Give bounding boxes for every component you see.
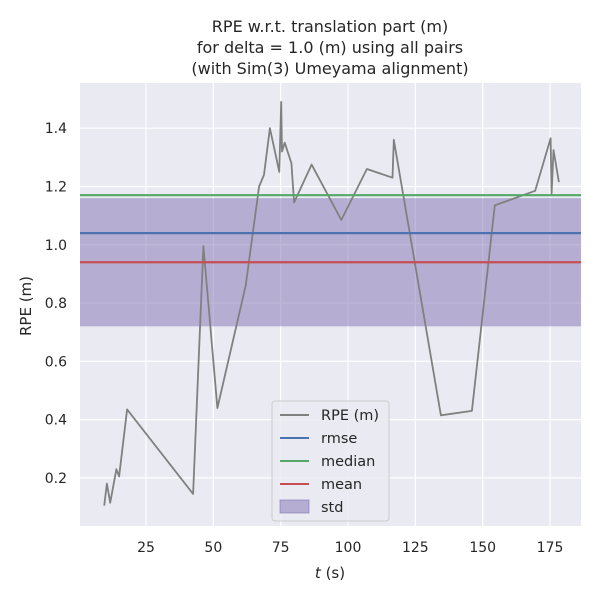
legend-label-median: median: [321, 454, 375, 470]
legend-swatch-std: [279, 499, 310, 514]
x-tick-label-2: 75: [272, 540, 290, 556]
y-tick-label-4: 1.0: [45, 238, 67, 254]
x-tick-label-3: 100: [335, 540, 362, 556]
y-axis-label: RPE (m): [17, 276, 35, 336]
legend-label-rpe: RPE (m): [321, 408, 379, 424]
chart-title-line-2: for delta = 1.0 (m) using all pairs: [197, 38, 463, 57]
chart-title-line-3: (with Sim(3) Umeyama alignment): [191, 59, 468, 78]
legend: RPE (m) rmse median mean std: [271, 400, 390, 522]
legend-label-std: std: [321, 500, 343, 516]
x-tick-labels: 25 50 75 100 125 150 175: [137, 540, 563, 556]
legend-label-rmse: rmse: [321, 431, 357, 447]
y-tick-label-2: 0.6: [45, 354, 67, 370]
x-tick-label-5: 150: [469, 540, 496, 556]
series-line-rpe: [103, 101, 560, 506]
x-axis-label: t (s): [315, 564, 345, 582]
x-tick-label-6: 175: [537, 540, 564, 556]
y-tick-labels: 0.2 0.4 0.6 0.8 1.0 1.2 1.4: [45, 121, 67, 487]
y-tick-label-3: 0.8: [45, 296, 67, 312]
x-tick-label-1: 50: [204, 540, 222, 556]
y-tick-label-6: 1.4: [45, 121, 67, 137]
y-tick-label-1: 0.4: [45, 413, 67, 429]
y-tick-label-5: 1.2: [45, 179, 67, 195]
stat-lines-group: [80, 194, 581, 264]
legend-label-mean: mean: [321, 477, 362, 493]
chart-title-line-1: RPE w.r.t. translation part (m): [212, 17, 448, 36]
legend-frame: [271, 400, 390, 522]
y-tick-label-0: 0.2: [45, 471, 67, 487]
x-tick-label-0: 25: [137, 540, 155, 556]
x-tick-label-4: 125: [402, 540, 429, 556]
series-group: [103, 101, 560, 506]
